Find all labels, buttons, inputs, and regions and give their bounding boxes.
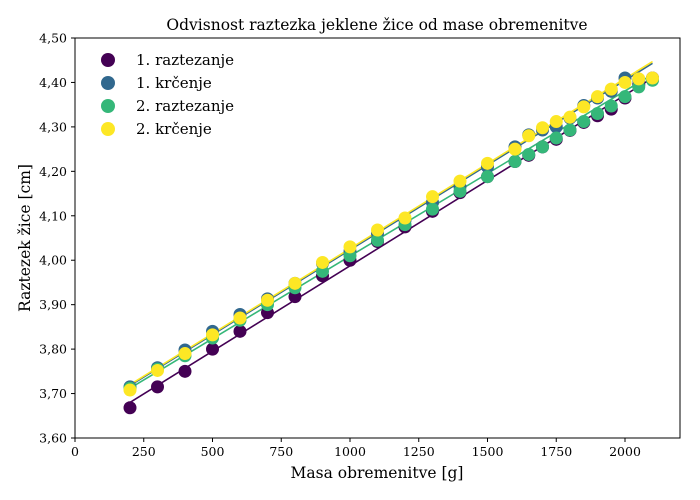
y-axis-label: Raztezek žice [cm]	[16, 164, 34, 312]
legend: 1. raztezanje 1. krčenje 2. raztezanje 2. k…	[101, 51, 234, 138]
point-s4-4	[206, 328, 219, 342]
y-tick-label: 4,00	[39, 253, 67, 268]
x-tick-label: 250	[132, 444, 156, 459]
x-axis-ticks: 0 250 500 750 1000 1250 1500 1750 2000	[71, 438, 641, 459]
point-s4-23	[618, 75, 632, 89]
point-s4-19	[563, 110, 577, 124]
point-s1-3	[178, 364, 192, 378]
y-tick-label: 3,80	[39, 342, 67, 357]
legend-marker-1	[101, 53, 115, 67]
point-s3-21	[591, 107, 604, 121]
point-s3-15	[508, 155, 522, 169]
point-s3-22	[604, 99, 618, 113]
point-s4-3	[178, 347, 192, 361]
point-s4-5	[233, 311, 247, 325]
y-tick-label: 3,90	[39, 297, 67, 312]
point-s3-8	[316, 264, 329, 278]
point-s3-16	[522, 147, 536, 161]
x-tick-label: 750	[269, 444, 293, 459]
legend-marker-3	[101, 99, 115, 113]
legend-marker-4	[101, 122, 115, 136]
point-s4-16	[522, 129, 536, 143]
point-s1-1	[123, 401, 137, 415]
point-s1-5	[233, 324, 247, 338]
point-s4-15	[508, 142, 522, 156]
y-tick-label: 4,40	[39, 75, 67, 90]
point-s4-18	[549, 115, 563, 129]
point-s4-22	[604, 82, 618, 96]
point-s4-1	[123, 383, 137, 397]
point-s3-10	[371, 233, 384, 247]
point-s1-7	[288, 290, 302, 304]
plot-frame	[74, 37, 681, 439]
point-s4-8	[316, 255, 329, 269]
y-tick-label: 4,50	[39, 31, 67, 46]
point-s3-14	[481, 170, 494, 184]
point-s4-12	[426, 190, 439, 204]
point-s4-11	[398, 211, 412, 225]
legend-label-1: 1. raztezanje	[136, 51, 234, 69]
x-tick-label: 500	[201, 444, 225, 459]
x-tick-label: 1750	[540, 444, 572, 459]
point-s4-2	[151, 363, 164, 377]
point-s4-6	[261, 293, 274, 307]
x-tick-label: 1500	[472, 444, 504, 459]
x-tick-label: 0	[71, 444, 79, 459]
y-axis-ticks: 3,60 3,70 3,80 3,90 4,00 4,10 4,20 4,30 4,40 4,50	[39, 31, 75, 446]
point-s3-19	[563, 123, 577, 137]
point-s4-7	[288, 276, 302, 290]
point-s3-12	[426, 202, 439, 216]
y-tick-label: 3,60	[39, 431, 67, 446]
point-s1-4	[206, 342, 219, 356]
point-s3-17	[536, 140, 549, 154]
point-s4-25	[646, 71, 659, 85]
y-tick-label: 3,70	[39, 386, 67, 401]
point-s4-24	[632, 72, 646, 86]
x-tick-label: 1000	[334, 444, 366, 459]
point-s3-23	[618, 90, 632, 104]
legend-marker-2	[101, 76, 115, 90]
point-s4-14	[481, 156, 494, 170]
data-points	[123, 71, 659, 415]
point-s3-20	[577, 115, 591, 129]
x-tick-label: 2000	[609, 444, 641, 459]
point-s3-18	[549, 131, 563, 145]
legend-label-2: 1. krčenje	[136, 74, 212, 92]
x-tick-label: 1250	[403, 444, 435, 459]
point-s4-20	[577, 100, 591, 114]
point-s4-9	[343, 240, 357, 254]
legend-label-4: 2. krčenje	[136, 120, 212, 138]
y-tick-label: 4,20	[39, 164, 67, 179]
y-tick-label: 4,10	[39, 208, 67, 223]
y-tick-label: 4,30	[39, 119, 67, 134]
point-s4-21	[591, 90, 604, 104]
point-s4-17	[536, 121, 549, 135]
legend-label-3: 2. raztezanje	[136, 97, 234, 115]
point-s4-13	[453, 174, 467, 188]
point-s3-9	[343, 249, 357, 263]
point-s3-13	[453, 184, 467, 198]
point-s4-10	[371, 223, 384, 237]
chart-title: Odvisnost raztezka jeklene žice od mase …	[166, 16, 587, 34]
point-s1-2	[151, 380, 164, 394]
x-axis-label: Masa obremenitve [g]	[291, 464, 464, 482]
